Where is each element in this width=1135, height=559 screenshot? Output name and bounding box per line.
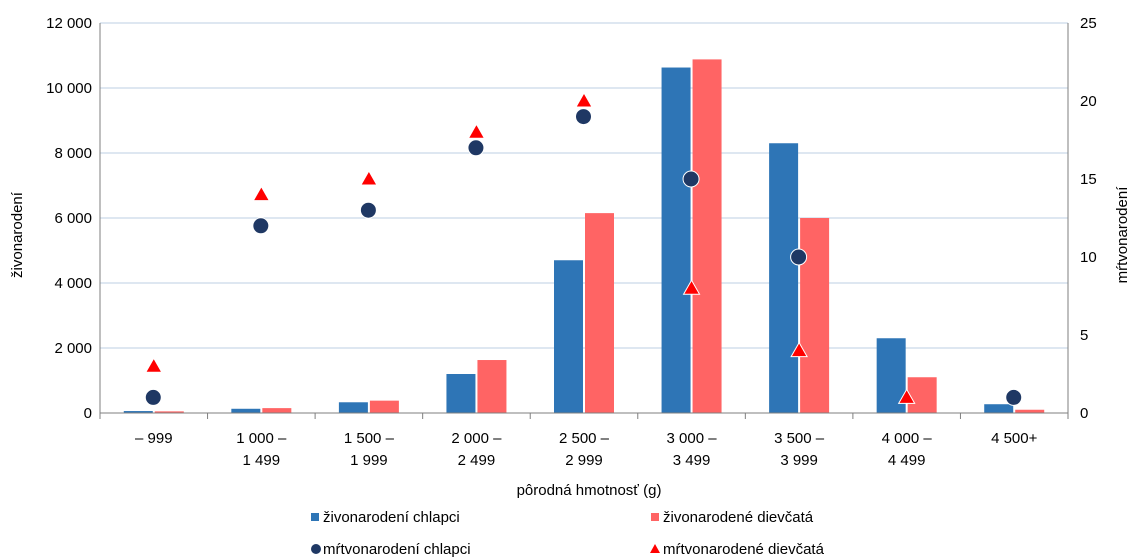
marker-mrtvonarodene-dievcata (360, 169, 378, 186)
marker-mrtvonarodeni-chlapci (1005, 388, 1023, 406)
bars (123, 59, 1045, 414)
marker-mrtvonarodene-dievcata (575, 91, 593, 108)
bar-zivonarodeni-chlapci (446, 374, 476, 413)
marker-mrtvonarodeni-chlapci (575, 108, 592, 126)
marker-mrtvonarodene-dievcata (144, 357, 163, 373)
x-tick-label: 3 500 – (774, 430, 825, 447)
bar-zivonarodene-dievcata (1015, 409, 1045, 413)
bar-zivonarodene-dievcata (585, 213, 614, 413)
x-tick-label: 1 000 – (236, 430, 287, 447)
marker-mrtvonarodeni-chlapci (467, 139, 485, 157)
y2-tick-label: 25 (1080, 15, 1097, 32)
marker-mrtvonarodene-dievcata (252, 185, 271, 202)
marker-mrtvonarodene-dievcata (682, 279, 701, 295)
bar-zivonarodene-dievcata (692, 59, 722, 414)
y-tick-label: 2 000 (54, 340, 92, 357)
bar-zivonarodene-dievcata (907, 377, 937, 413)
y2-axis-label: mŕtvonarodení (1114, 186, 1131, 284)
legend-swatch-zivonarodeni-chlapci (311, 513, 319, 521)
y2-tick-label: 20 (1080, 93, 1097, 110)
bar-zivonarodeni-chlapci (661, 67, 691, 414)
legend-label-mrtvonarodeni-chlapci: mŕtvonarodení chlapci (323, 541, 471, 558)
y-axis-left-ticks: 0 2 000 4 000 6 000 8 000 10 000 12 000 (46, 15, 92, 422)
x-tick-label: 4 000 – (882, 430, 933, 447)
y-tick-label: 4 000 (54, 275, 92, 292)
legend: živonarodení chlapci živonarodené dievča… (311, 509, 825, 558)
x-tick-label: 1 999 (350, 452, 388, 469)
y-tick-label: 8 000 (54, 145, 92, 162)
x-tick-label: 2 499 (458, 452, 496, 469)
x-tick-label: 1 499 (243, 452, 281, 469)
x-axis-ticks: – 999 1 000 – 1 499 1 500 – 1 999 2 000 – 2 49… (135, 430, 1038, 469)
x-tick-label: 4 499 (888, 452, 926, 469)
x-tick-label: 2 500 – (559, 430, 610, 447)
x-tick-label: 2 000 – (451, 430, 502, 447)
legend-swatch-zivonarodene-dievcata (651, 513, 659, 521)
legend-label-mrtvonarodene-dievcata: mŕtvonarodené dievčatá (663, 541, 825, 558)
x-tick-label: 1 500 – (344, 430, 395, 447)
gridlines (100, 22, 1068, 349)
y-axis-right-ticks: 0 5 10 15 20 25 (1080, 15, 1097, 422)
marker-mrtvonarodene-dievcata (467, 123, 486, 139)
marker-mrtvonarodene-dievcata (897, 388, 916, 404)
y2-tick-label: 5 (1080, 327, 1088, 344)
bar-zivonarodene-dievcata (369, 400, 399, 413)
x-axis-label: pôrodná hmotnosť (g) (517, 482, 662, 499)
bar-zivonarodene-dievcata (477, 360, 507, 413)
x-tick-label: 2 999 (565, 452, 603, 469)
bar-zivonarodene-dievcata (154, 411, 184, 413)
marker-mrtvonarodene-dievcata (790, 341, 808, 358)
bar-zivonarodene-dievcata (262, 408, 292, 413)
marker-mrtvonarodeni-chlapci (252, 217, 270, 235)
markers (144, 91, 1023, 406)
marker-mrtvonarodeni-chlapci (790, 248, 808, 266)
marker-mrtvonarodeni-chlapci (682, 170, 700, 188)
x-tick-label: 3 000 – (667, 430, 718, 447)
bar-zivonarodeni-chlapci (984, 404, 1014, 413)
x-tick-label: 3 999 (780, 452, 818, 469)
bar-zivonarodeni-chlapci (123, 411, 153, 413)
axes (99, 23, 1069, 419)
y2-tick-label: 10 (1080, 249, 1097, 266)
legend-marker-mrtvonarodene-dievcata (650, 544, 660, 553)
x-tick-label: 4 500+ (991, 430, 1038, 447)
y-tick-label: 6 000 (54, 210, 92, 227)
y2-tick-label: 15 (1080, 171, 1097, 188)
bar-zivonarodeni-chlapci (231, 408, 261, 413)
y-axis-label: živonarodení (9, 191, 26, 278)
bar-zivonarodeni-chlapci (769, 143, 799, 413)
y-tick-label: 0 (84, 405, 92, 422)
bar-zivonarodeni-chlapci (554, 260, 583, 413)
bar-zivonarodene-dievcata (800, 218, 830, 413)
x-tick-label: 3 499 (673, 452, 711, 469)
y-tick-label: 12 000 (46, 15, 92, 32)
legend-label-zivonarodeni-chlapci: živonarodení chlapci (323, 509, 460, 526)
marker-mrtvonarodeni-chlapci (144, 388, 162, 406)
bar-zivonarodeni-chlapci (338, 402, 368, 413)
x-tick-label: – 999 (135, 430, 173, 447)
legend-marker-mrtvonarodeni-chlapci (311, 544, 321, 554)
y2-tick-label: 0 (1080, 405, 1088, 422)
marker-mrtvonarodeni-chlapci (359, 201, 377, 219)
y-tick-label: 10 000 (46, 80, 92, 97)
legend-label-zivonarodene-dievcata: živonarodené dievčatá (663, 509, 814, 526)
